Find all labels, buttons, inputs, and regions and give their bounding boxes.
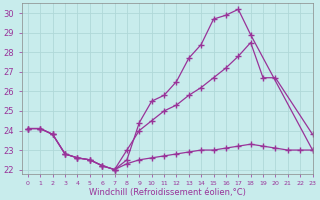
X-axis label: Windchill (Refroidissement éolien,°C): Windchill (Refroidissement éolien,°C) [89, 188, 245, 197]
